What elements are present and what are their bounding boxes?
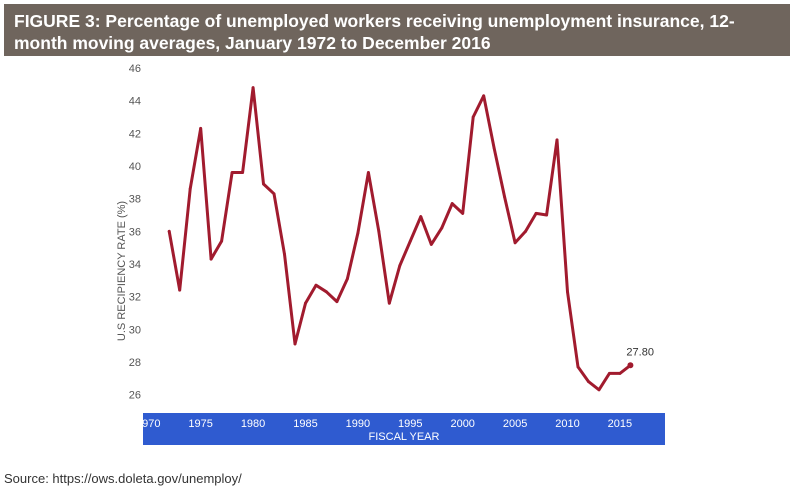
data-point [314, 283, 318, 287]
source-note: Source: https://ows.doleta.gov/unemploy/ [4, 471, 242, 486]
data-point [440, 226, 444, 230]
data-label: 27.80 [626, 346, 654, 358]
data-point [377, 229, 381, 233]
data-point [450, 202, 454, 205]
figure-label: FIGURE 3: [14, 11, 101, 31]
data-point [262, 182, 265, 186]
data-point [167, 229, 171, 233]
y-tick-label: 26 [129, 390, 141, 402]
x-tick-label: 2000 [450, 418, 474, 430]
data-point [408, 239, 412, 243]
data-point [555, 138, 559, 142]
data-point [587, 380, 590, 383]
series-line [167, 86, 632, 392]
data-point [356, 231, 360, 235]
y-axis-ticks: 26 28 30 32 34 36 38 40 42 44 46 [129, 63, 141, 402]
data-point [429, 243, 433, 246]
y-tick-label: 44 [129, 96, 141, 108]
data-point [513, 241, 517, 245]
x-tick-label: 2010 [555, 418, 579, 430]
data-point [366, 171, 370, 174]
data-point [597, 388, 601, 392]
data-point [241, 171, 244, 174]
series-points [167, 86, 634, 392]
data-point [566, 290, 569, 294]
data-point [272, 192, 276, 196]
data-point [608, 372, 611, 375]
x-tick-label: 2005 [503, 418, 527, 430]
data-point [209, 257, 213, 261]
data-point [419, 215, 423, 219]
data-point [618, 372, 622, 375]
data-point [461, 211, 465, 215]
x-tick-label: 1980 [241, 418, 265, 430]
data-point [188, 187, 192, 191]
data-point [524, 229, 527, 233]
data-point [251, 86, 255, 89]
data-point [471, 115, 475, 119]
chart-area: 26 28 30 32 34 36 38 40 42 44 46 1970 1975 1980 1985 1… [0, 56, 794, 461]
data-point [230, 171, 234, 174]
x-axis-title: FISCAL YEAR [369, 431, 440, 443]
data-point [304, 301, 307, 305]
data-point [503, 195, 507, 199]
data-point [482, 94, 486, 98]
y-tick-label: 32 [129, 292, 141, 304]
y-axis-title: U.S RECIPIENCY RATE (%) [116, 201, 128, 341]
x-axis-ticks: 1970 1975 1980 1985 1990 1995 2000 2005 2010 2015 [136, 418, 632, 430]
data-point [345, 277, 349, 281]
data-point [576, 365, 580, 369]
y-tick-label: 46 [129, 63, 141, 75]
y-tick-label: 28 [129, 357, 141, 369]
data-point [492, 146, 496, 150]
x-tick-label: 1995 [398, 418, 422, 430]
data-point [325, 290, 328, 294]
y-tick-label: 36 [129, 226, 141, 238]
data-point [335, 300, 339, 303]
data-point [387, 301, 391, 305]
y-tick-label: 34 [129, 259, 141, 271]
annotations: 27.80 [626, 346, 654, 358]
x-axis-band [143, 413, 665, 445]
y-tick-label: 30 [129, 324, 141, 336]
data-point [398, 264, 402, 268]
data-point [178, 288, 182, 292]
x-tick-label: 1970 [136, 418, 160, 430]
y-tick-label: 40 [129, 161, 141, 173]
data-point [220, 239, 224, 243]
data-point [534, 211, 538, 215]
figure-header: FIGURE 3: Percentage of unemployed worke… [4, 4, 790, 56]
y-tick-label: 42 [129, 128, 141, 140]
x-tick-label: 1990 [346, 418, 370, 430]
data-point [627, 362, 634, 369]
data-point [283, 252, 286, 256]
data-point [199, 127, 203, 130]
y-tick-label: 38 [129, 194, 141, 206]
x-tick-label: 1975 [188, 418, 212, 430]
data-point [293, 342, 297, 346]
x-tick-label: 2015 [608, 418, 632, 430]
figure-title: Percentage of unemployed workers receivi… [14, 11, 735, 53]
x-tick-label: 1985 [293, 418, 317, 430]
data-point [545, 213, 548, 217]
